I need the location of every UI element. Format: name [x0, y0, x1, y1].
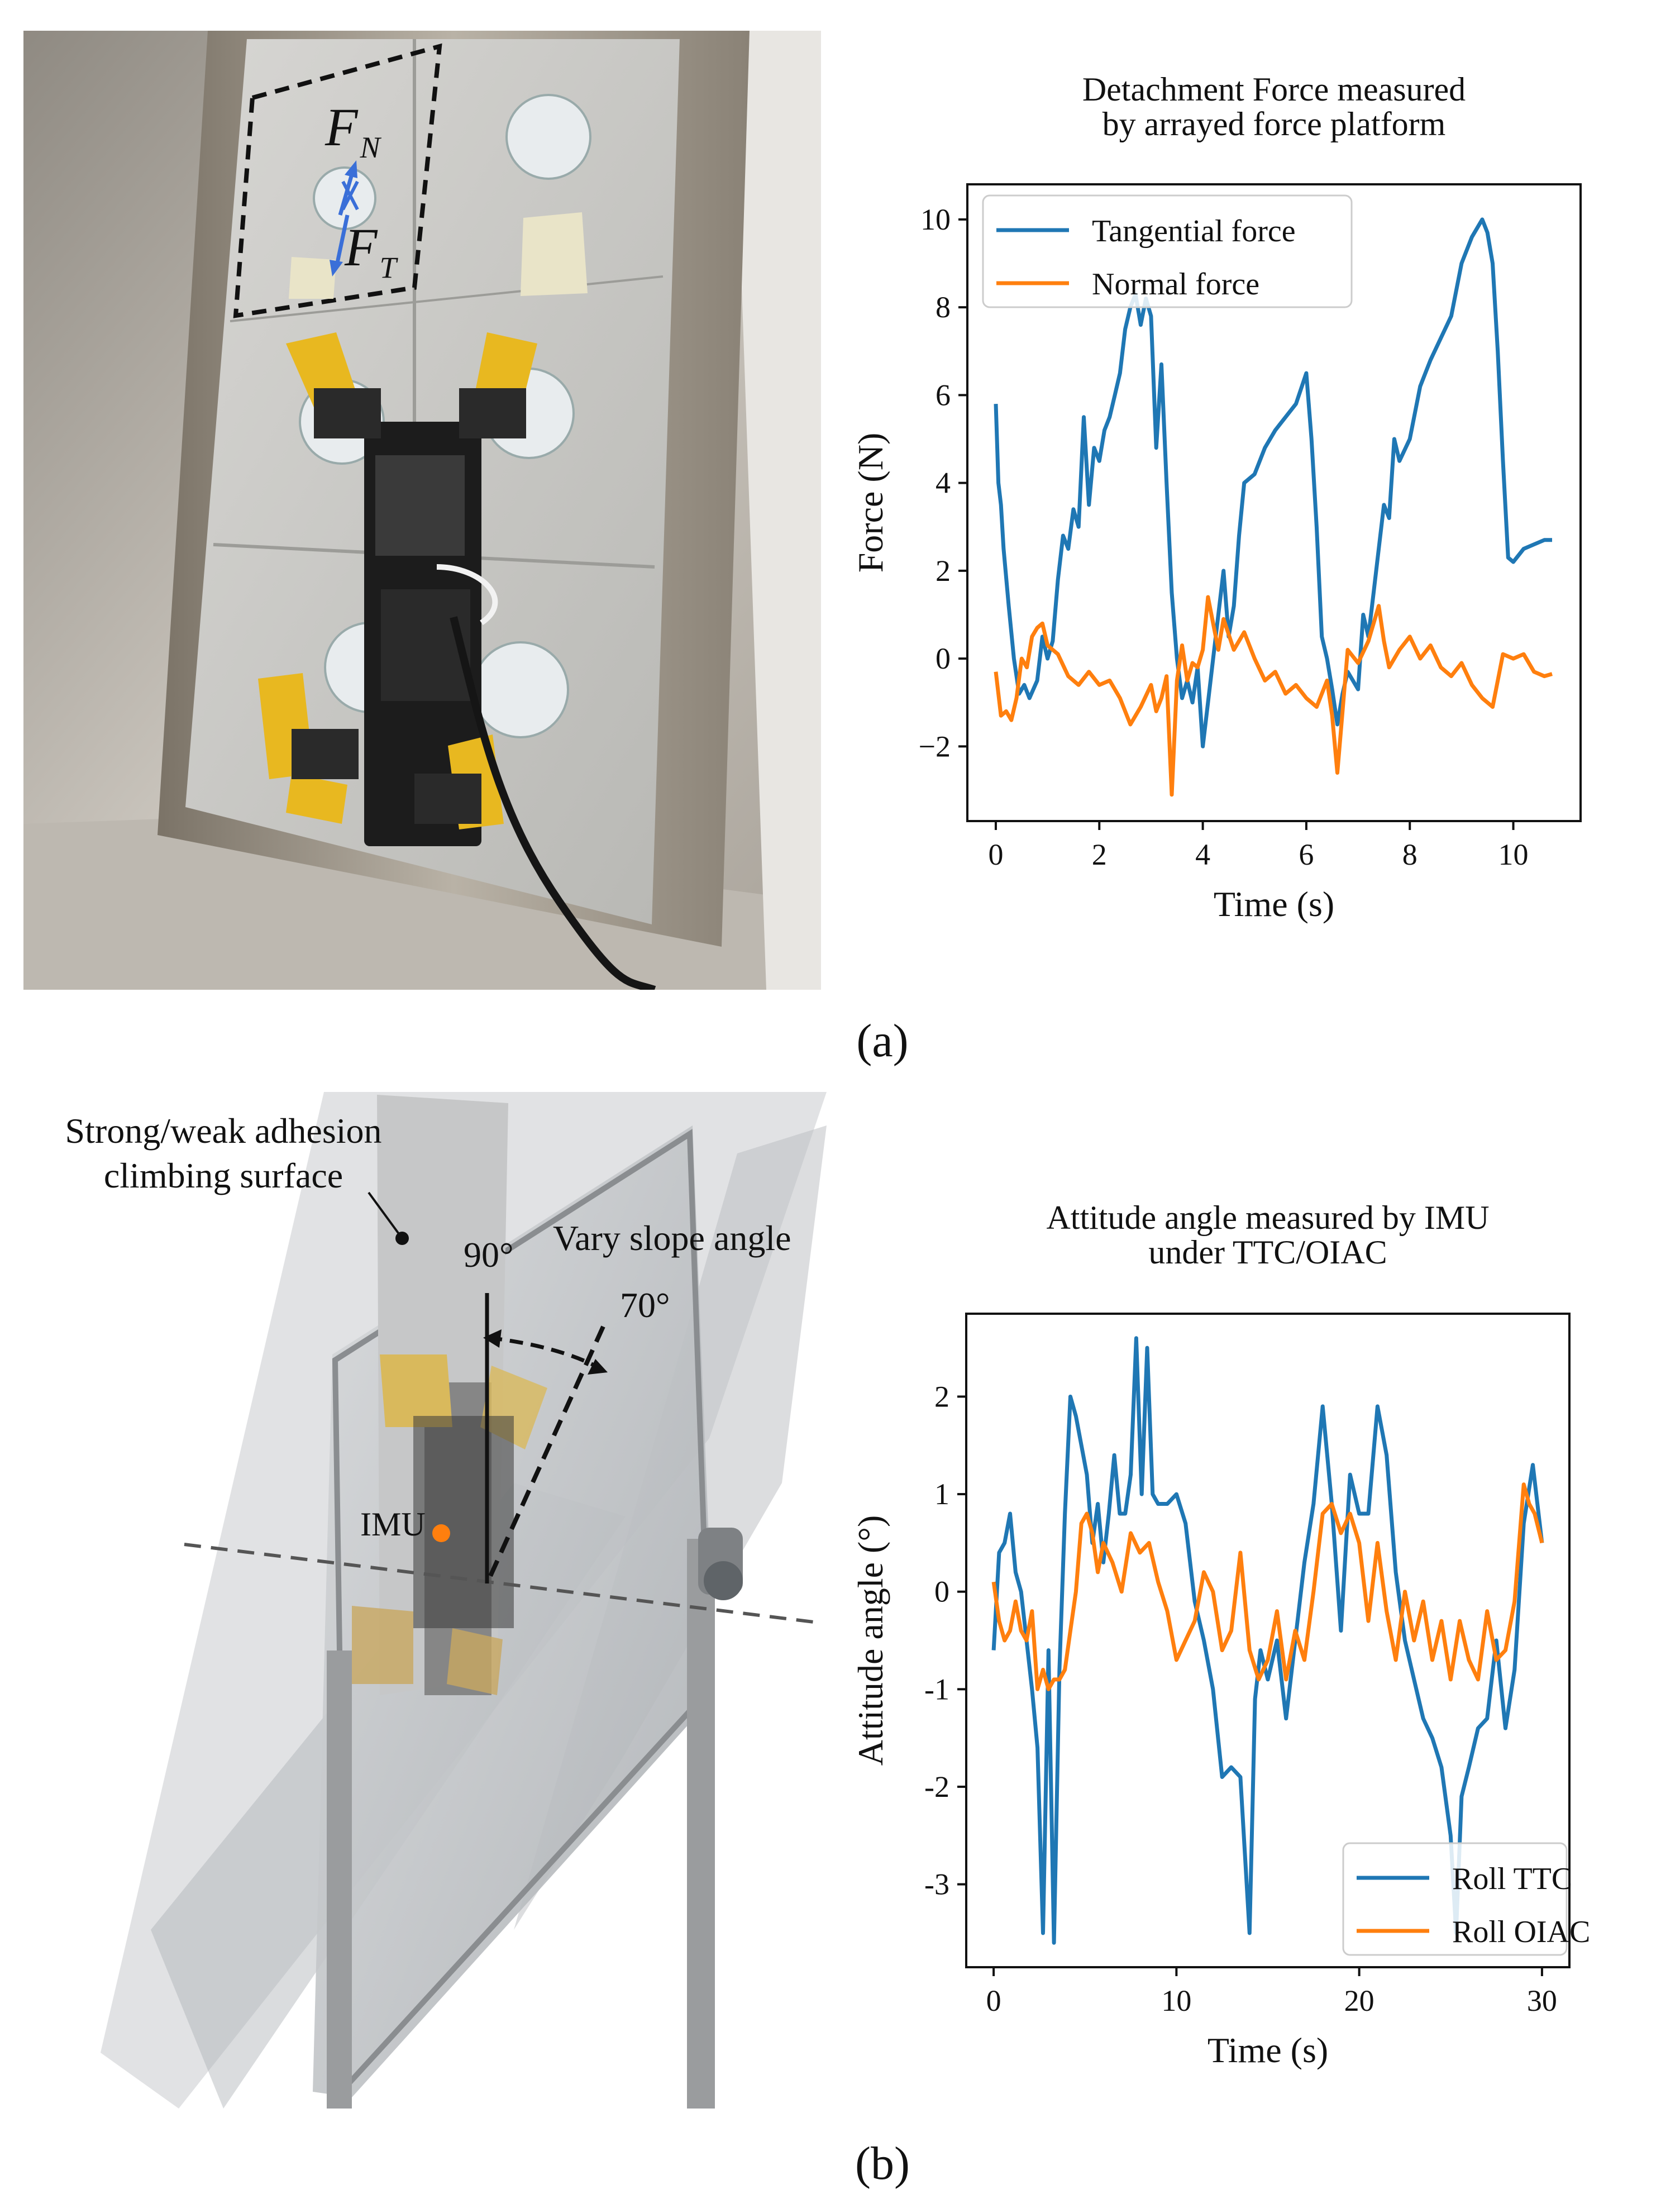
caption-b: (b) [855, 2138, 910, 2190]
ft-label-main: F [345, 217, 378, 277]
chart-b-series-1-line [991, 1482, 1544, 1691]
chart-a-xtick-label-3: 6 [1299, 838, 1314, 871]
chart-a-legend-box [982, 194, 1353, 308]
chart-b-ytick-label-4: 1 [934, 1477, 949, 1511]
chart-a-ytick-label-3: 4 [936, 466, 951, 500]
chart-a-title-line-0: Detachment Force measured [1082, 71, 1466, 108]
chart-b-title-line-0: Attitude angle measured by IMU [1046, 1199, 1489, 1236]
chart-a-ytick-label-1: 0 [936, 642, 951, 675]
angle-90-label: 90° [464, 1235, 514, 1275]
ft-label-sub: T [379, 251, 397, 284]
surface-label-line1: Strong/weak adhesion [65, 1111, 382, 1151]
chart-a-legend: Tangential force Normal force [982, 194, 1353, 308]
chart-b-xtick-label-3: 30 [1527, 1984, 1557, 2017]
chart-b-title-line-1: under TTC/OIAC [1148, 1234, 1387, 1271]
chart-a-ytick-label-4: 6 [936, 378, 951, 412]
chart-a-xtick-label-2: 4 [1195, 838, 1210, 871]
chart-a-ylabel: Force (N) [851, 433, 890, 573]
chart-b-xtick-label-0: 0 [986, 1984, 1001, 2017]
surface-label: Strong/weak adhesion climbing surface [34, 1109, 413, 1198]
chart-a-xlabel: Time (s) [1214, 884, 1334, 924]
chart-b-plot-frame [965, 1313, 1571, 1968]
imu-label: IMU [360, 1506, 426, 1543]
chart-a-xtick-label-1: 2 [1092, 838, 1107, 871]
chart-a-xtick-label-5: 10 [1498, 838, 1529, 871]
chart-a-legend-label-0: Tangential force [1092, 214, 1296, 249]
angle-70-label: 70° [620, 1285, 670, 1325]
chart-a-title-line-1: by arrayed force platform [1102, 106, 1446, 142]
chart-b-legend-label-1: Roll OIAC [1452, 1915, 1590, 1949]
chart-b-legend: Roll TTC Roll OIAC [1342, 1842, 1590, 1956]
caption-a: (a) [856, 1015, 909, 1067]
chart-a-series-0-line [994, 217, 1552, 748]
chart-a-series-1-line [994, 595, 1553, 797]
chart-b-xlabel: Time (s) [1207, 2030, 1328, 2070]
chart-b-xtick-label-2: 20 [1344, 1984, 1374, 2017]
surface-label-line2: climbing surface [103, 1156, 343, 1195]
chart-detachment-force: Detachment Force measured by arrayed forc… [838, 61, 1664, 966]
chart-a-xtick-label-4: 8 [1402, 838, 1417, 871]
chart-b-series-0-line [991, 1336, 1544, 1945]
vary-slope-label: Vary slope angle [553, 1218, 791, 1258]
chart-a-plot-frame [966, 183, 1582, 822]
chart-b-ytick-label-2: -1 [924, 1672, 949, 1706]
chart-a-xtick-label-0: 0 [988, 838, 1003, 871]
chart-b-legend-label-0: Roll TTC [1452, 1862, 1572, 1896]
chart-a-ytick-label-5: 8 [936, 290, 951, 324]
ft-label: FT [345, 221, 397, 283]
chart-a-legend-label-1: Normal force [1092, 267, 1259, 302]
fn-label-sub: N [360, 131, 380, 164]
chart-b-ylabel: Attitude angle (°) [851, 1515, 890, 1766]
chart-a-ytick-label-6: 10 [920, 203, 951, 236]
chart-a-ytick-label-2: 2 [936, 554, 951, 588]
chart-b-ytick-label-3: 0 [934, 1575, 949, 1609]
chart-b-ytick-label-5: 2 [934, 1380, 949, 1413]
chart-attitude-angle: Attitude angle measured by IMU under TTC/… [838, 1184, 1664, 2100]
photo-slope-rig: Strong/weak adhesion climbing surface 90… [11, 1092, 838, 2109]
photo-slope-rig-illustration [11, 1092, 838, 2109]
chart-b-ytick-label-1: -2 [924, 1770, 949, 1804]
fn-label: FN [325, 101, 380, 163]
chart-a-ytick-label-0: −2 [919, 729, 951, 763]
fn-label-main: F [325, 97, 358, 157]
chart-b-legend-box [1342, 1842, 1568, 1956]
chart-b-ytick-label-0: -3 [924, 1868, 949, 1901]
chart-b-xtick-label-1: 10 [1161, 1984, 1191, 2017]
photo-force-platform-illustration [23, 31, 821, 990]
photo-force-platform: FN FT [23, 31, 821, 990]
